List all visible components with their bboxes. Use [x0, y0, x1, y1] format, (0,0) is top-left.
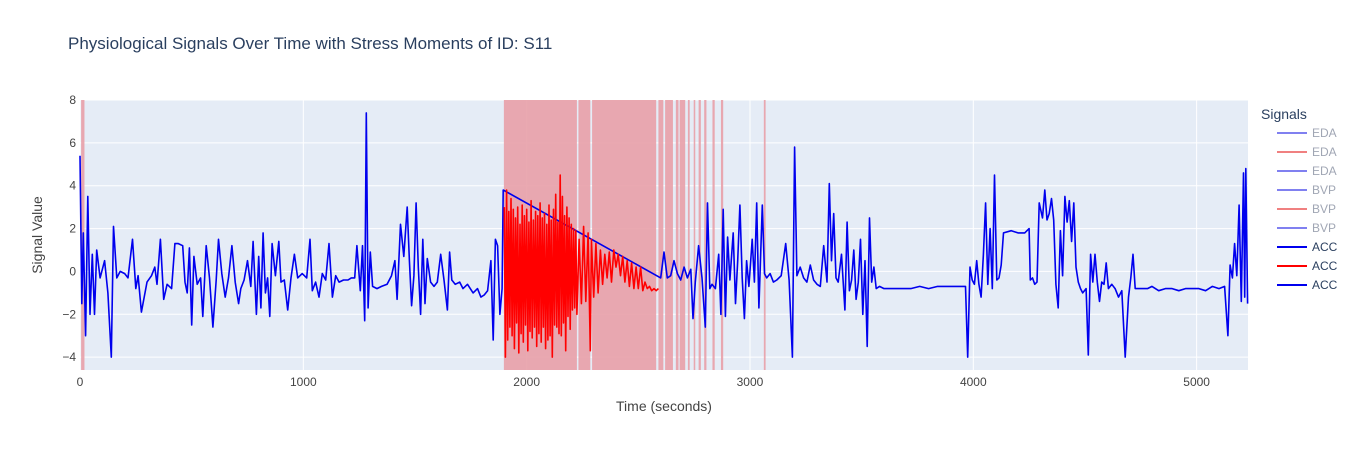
y-tick-label: 0 [69, 264, 76, 278]
x-tick-label: 4000 [960, 375, 987, 389]
y-tick-label: 2 [69, 222, 76, 236]
x-tick-label: 5000 [1183, 375, 1210, 389]
y-tick-label: −4 [62, 350, 76, 364]
axis-layer: 0 1000 2000 3000 4000 5000 −4 −2 0 2 4 6 8 [62, 93, 1210, 389]
x-tick-label: 2000 [513, 375, 540, 389]
legend-label: ACC [1312, 240, 1338, 254]
y-tick-label: 4 [69, 179, 76, 193]
stress-region [712, 100, 715, 370]
series-line-2 [503, 174, 659, 358]
legend-label: ACC [1312, 278, 1338, 292]
series-line-1 [79, 112, 1249, 358]
legend-label: BVP [1312, 221, 1336, 235]
legend-label: EDA [1312, 126, 1337, 140]
stress-region [704, 100, 707, 370]
chart-title: Physiological Signals Over Time with Str… [68, 34, 552, 53]
legend-items: EDA EDA EDA BVP BVP BVP ACC ACC ACC [1277, 126, 1338, 292]
stress-region [679, 100, 686, 370]
x-tick-label: 1000 [290, 375, 317, 389]
plot-background [80, 100, 1248, 370]
legend-label: EDA [1312, 145, 1337, 159]
stress-region [693, 100, 696, 370]
legend-label: ACC [1312, 259, 1338, 273]
x-tick-label: 3000 [737, 375, 764, 389]
legend: Signals EDA EDA EDA BVP BVP BVP ACC ACC ACC [1261, 106, 1338, 292]
legend-title: Signals [1261, 106, 1307, 122]
legend-label: EDA [1312, 164, 1337, 178]
stress-region [592, 100, 657, 370]
series-layer [79, 112, 1249, 358]
legend-label: BVP [1312, 183, 1336, 197]
stress-region [658, 100, 664, 370]
stress-region [698, 100, 701, 370]
stress-region [675, 100, 679, 370]
stress-region [687, 100, 690, 370]
stress-region [763, 100, 766, 370]
y-axis-title: Signal Value [29, 196, 45, 274]
x-tick-label: 0 [77, 375, 84, 389]
legend-label: BVP [1312, 202, 1336, 216]
stress-region [665, 100, 673, 370]
x-axis-title: Time (seconds) [616, 398, 712, 414]
y-tick-label: −2 [62, 307, 76, 321]
y-tick-label: 8 [69, 93, 76, 107]
y-tick-label: 6 [69, 136, 76, 150]
